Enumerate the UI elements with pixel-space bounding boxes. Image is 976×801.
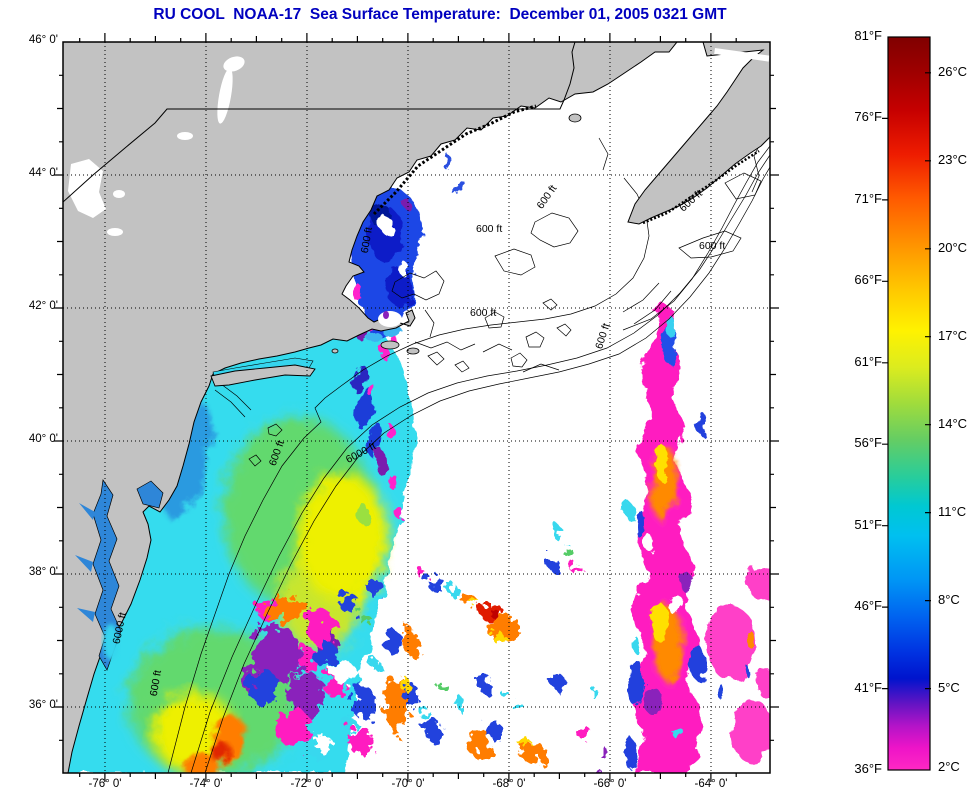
colorbar-c-label: 14°C	[938, 416, 968, 431]
x-axis-label: -68° 0'	[492, 778, 526, 790]
bays	[75, 311, 420, 671]
colorbar-f-label: 76°F	[854, 109, 882, 124]
colorbar-f-label: 51°F	[854, 517, 882, 532]
colorbar-c-label: 8°C	[938, 592, 960, 607]
contour-label-600ft: 600 ft	[470, 307, 497, 319]
colorbar-c-label: 23°C	[938, 152, 968, 167]
colorbar-c-label: 20°C	[938, 240, 968, 255]
bathymetry-contours	[167, 137, 770, 773]
x-axis-label: -76° 0'	[88, 778, 122, 790]
x-axis-label: -72° 0'	[290, 778, 324, 790]
y-axis-label: 42° 0'	[28, 300, 58, 312]
long-island	[210, 364, 316, 387]
y-axis-label: 46° 0'	[28, 34, 58, 46]
sst-field-offshore-patches	[244, 527, 608, 773]
colorbar-f-label: 61°F	[854, 354, 882, 369]
colorbar-f-label: 41°F	[854, 680, 882, 695]
y-axis-label: 44° 0'	[28, 167, 58, 179]
colorbar	[887, 36, 931, 771]
nova-scotia-coast-islands	[642, 149, 760, 225]
colorbar-c-label: 5°C	[938, 680, 960, 695]
x-axis-label: -70° 0'	[391, 778, 425, 790]
y-axis-label: 40° 0'	[28, 433, 58, 445]
sst-field-east-band	[624, 304, 770, 773]
us-canada-border	[63, 42, 576, 203]
y-axis-label: 38° 0'	[28, 566, 58, 578]
land	[63, 42, 770, 773]
colorbar-c-label: 26°C	[938, 64, 968, 79]
colorbar-c-label: 11°C	[938, 504, 967, 519]
x-axis-label: -74° 0'	[189, 778, 223, 790]
axis-ticks	[54, 33, 779, 782]
figure-title: RU COOL NOAA-17 Sea Surface Temperature:…	[153, 6, 727, 23]
maine-coast-islands	[372, 104, 537, 216]
x-axis-label: -66° 0'	[593, 778, 627, 790]
colorbar-f-label: 46°F	[854, 598, 882, 613]
contour-label-600ft: 600 ft	[476, 223, 503, 235]
colorbar-ticks	[882, 72, 931, 690]
colorbar-f-label: 66°F	[854, 272, 882, 287]
colorbar-f-label: 71°F	[854, 191, 882, 206]
colorbar-f-label: 81°F	[854, 28, 882, 43]
contour-label-600ft: 600 ft	[699, 240, 726, 252]
y-axis-label: 36° 0'	[28, 699, 58, 711]
x-axis-label: -64° 0'	[694, 778, 728, 790]
colorbar-c-label: 2°C	[938, 759, 960, 774]
colorbar-f-label: 56°F	[854, 435, 882, 450]
colorbar-c-label: 17°C	[938, 328, 968, 343]
colorbar-f-label: 36°F	[854, 761, 882, 776]
